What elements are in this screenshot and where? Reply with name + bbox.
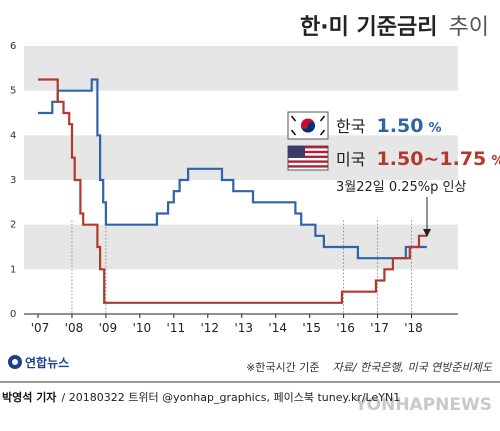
y-tick-label: 6 <box>10 41 16 52</box>
x-tick-label: '11 <box>167 321 186 335</box>
korea-flag-icon <box>287 111 329 140</box>
legend-korea-label: 한국 <box>336 117 365 136</box>
chart-title: 한·미 기준금리 추이 <box>300 15 489 40</box>
grid-band <box>24 46 458 91</box>
legend-usa-label: 미국 <box>336 150 365 169</box>
x-tick-label: '08 <box>65 321 84 335</box>
x-tick-label: '13 <box>234 321 253 335</box>
x-tick-label: '15 <box>302 321 321 335</box>
footnote-note: ※한국시간 기준 <box>246 361 319 374</box>
yonhap-logo: 연합뉴스 <box>8 355 69 370</box>
legend-usa-value: 1.50~1.75 <box>377 148 487 170</box>
footnote: ※한국시간 기준 자료/ 한국은행, 미국 연방준비제도 <box>246 356 493 375</box>
series-lines <box>38 78 427 304</box>
y-tick-label: 2 <box>10 220 16 231</box>
korea-rate-line <box>38 78 427 260</box>
svg-text:한국 1.50 %: 한국 1.50 % <box>336 115 442 137</box>
x-axis-ticks: '07 '08 '09 '10 '11 '12 '13 '14 '15 '16 '17 '18 <box>31 314 423 335</box>
legend-usa: 미국 1.50~1.75 % <box>287 145 500 171</box>
watermark: YONHAPNEWS <box>354 395 492 415</box>
y-tick-label: 0 <box>10 309 16 320</box>
y-tick-label: 3 <box>10 175 16 186</box>
x-tick-label: '18 <box>404 321 423 335</box>
chart-title-sub: 추이 <box>449 15 489 40</box>
y-tick-label: 1 <box>10 264 16 275</box>
grid-bands <box>24 46 458 315</box>
annotation-arrow-icon <box>423 197 431 237</box>
x-tick-label: '14 <box>268 321 287 335</box>
credit-author: 박영석 기자 <box>2 390 57 404</box>
svg-text:미국 1.50~1.75 %: 미국 1.50~1.75 % <box>336 148 500 170</box>
credit-line: 박영석 기자 / 20180322 트위터 @yonhap_graphics, … <box>2 386 400 405</box>
x-tick-label: '10 <box>133 321 152 335</box>
legend-korea: 한국 1.50 % <box>287 111 442 140</box>
credit-rest: / 20180322 트위터 @yonhap_graphics, 페이스북 tu… <box>62 391 401 404</box>
usa-flag-icon <box>287 145 329 171</box>
chart-title-main: 한·미 기준금리 <box>300 15 437 40</box>
y-axis-ticks: 0 1 2 3 4 5 6 <box>10 41 16 320</box>
footnote-source: 자료/ 한국은행, 미국 연방준비제도 <box>333 361 493 374</box>
legend-korea-value: 1.50 <box>377 115 424 137</box>
y-tick-label: 5 <box>10 86 16 97</box>
x-tick-label: '17 <box>370 321 389 335</box>
y-tick-label: 4 <box>10 130 16 141</box>
legend-korea-unit: % <box>429 121 442 136</box>
usa-rate-line <box>38 78 427 304</box>
logo-text: 연합뉴스 <box>25 355 69 370</box>
grid-band <box>24 135 458 180</box>
x-tick-label: '09 <box>99 321 118 335</box>
legend-usa-unit: % <box>491 154 500 169</box>
x-tick-label: '16 <box>336 321 355 335</box>
x-tick-label: '07 <box>31 321 50 335</box>
rate-hike-annotation: 3월22일 0.25%p 인상 <box>336 180 467 195</box>
x-tick-label: '12 <box>200 321 219 335</box>
year-drop-lines <box>71 220 412 314</box>
